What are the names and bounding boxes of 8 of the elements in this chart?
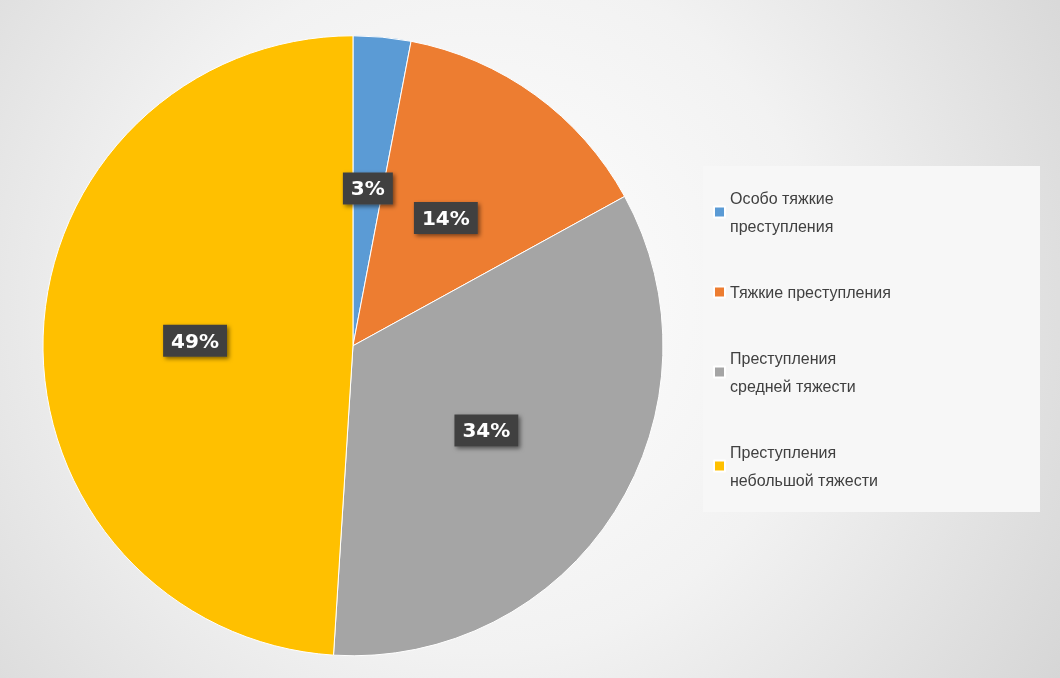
data-label: 14% bbox=[421, 205, 470, 230]
data-label: 49% bbox=[171, 328, 219, 353]
legend-label: Преступления небольшой тяжести bbox=[730, 443, 878, 489]
legend-label: Преступления средней тяжести bbox=[730, 349, 856, 395]
legend-label: Тяжкие преступления bbox=[730, 283, 891, 301]
legend-label: Особо тяжкие преступления bbox=[730, 189, 839, 235]
data-label: 3% bbox=[350, 176, 385, 201]
data-label: 34% bbox=[462, 418, 511, 443]
